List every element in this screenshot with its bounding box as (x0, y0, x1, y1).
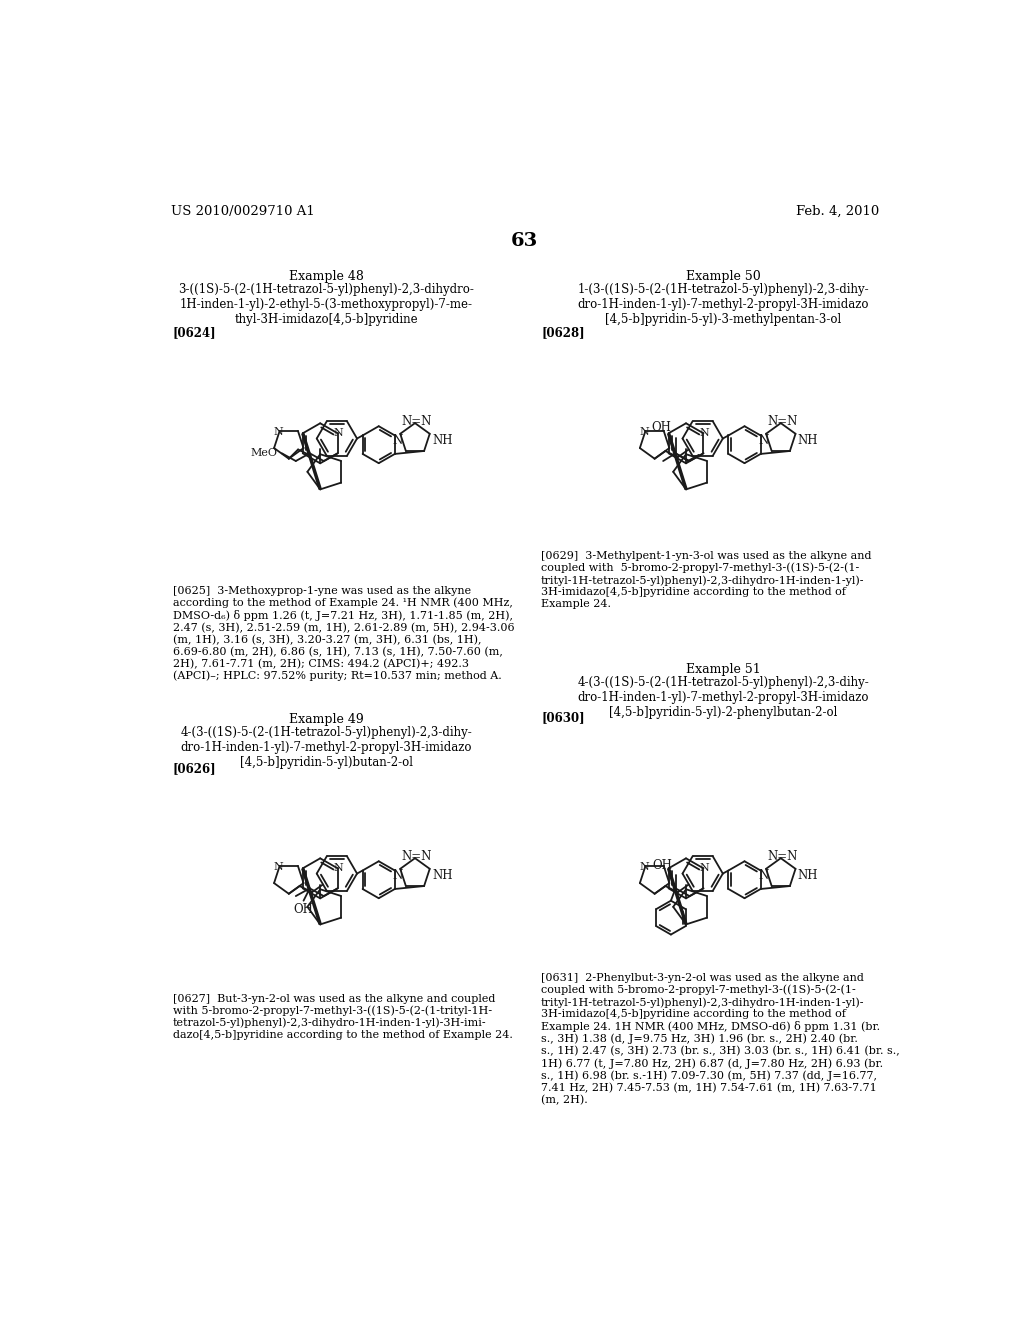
Text: 1-(3-((1S)-5-(2-(1H-tetrazol-5-yl)phenyl)-2,3-dihy-
dro-1H-inden-1-yl)-7-methyl-: 1-(3-((1S)-5-(2-(1H-tetrazol-5-yl)phenyl… (578, 284, 869, 326)
Text: N=N: N=N (401, 414, 432, 428)
Text: [0627]  But-3-yn-2-ol was used as the alkyne and coupled
with 5-bromo-2-propyl-7: [0627] But-3-yn-2-ol was used as the alk… (173, 994, 513, 1040)
Text: Example 49: Example 49 (289, 713, 364, 726)
Text: [0626]: [0626] (173, 762, 216, 775)
Text: [0625]  3-Methoxyprop-1-yne was used as the alkyne
according to the method of Ex: [0625] 3-Methoxyprop-1-yne was used as t… (173, 586, 515, 681)
Text: OH: OH (652, 859, 673, 871)
Text: [0630]: [0630] (541, 711, 585, 725)
Text: N=N: N=N (767, 414, 798, 428)
Text: N: N (273, 862, 283, 873)
Text: Example 50: Example 50 (686, 271, 761, 282)
Text: Example 48: Example 48 (289, 271, 364, 282)
Text: 4-(3-((1S)-5-(2-(1H-tetrazol-5-yl)phenyl)-2,3-dihy-
dro-1H-inden-1-yl)-7-methyl-: 4-(3-((1S)-5-(2-(1H-tetrazol-5-yl)phenyl… (578, 676, 869, 719)
Text: Feb. 4, 2010: Feb. 4, 2010 (797, 205, 880, 218)
Text: [0629]  3-Methylpent-1-yn-3-ol was used as the alkyne and
coupled with  5-bromo-: [0629] 3-Methylpent-1-yn-3-ol was used a… (541, 552, 871, 609)
Text: N: N (639, 428, 649, 437)
Text: N: N (759, 433, 769, 446)
Text: US 2010/0029710 A1: US 2010/0029710 A1 (171, 205, 314, 218)
Text: MeO: MeO (250, 449, 278, 458)
Text: [0624]: [0624] (173, 326, 216, 339)
Text: N: N (334, 428, 343, 438)
Text: 3-((1S)-5-(2-(1H-tetrazol-5-yl)phenyl)-2,3-dihydro-
1H-inden-1-yl)-2-ethyl-5-(3-: 3-((1S)-5-(2-(1H-tetrazol-5-yl)phenyl)-2… (178, 284, 474, 326)
Text: 4-(3-((1S)-5-(2-(1H-tetrazol-5-yl)phenyl)-2,3-dihy-
dro-1H-inden-1-yl)-7-methyl-: 4-(3-((1S)-5-(2-(1H-tetrazol-5-yl)phenyl… (180, 726, 472, 768)
Text: NH: NH (798, 433, 818, 446)
Text: N: N (393, 433, 403, 446)
Text: N: N (273, 428, 283, 437)
Text: N=N: N=N (401, 850, 432, 863)
Text: N: N (639, 862, 649, 873)
Text: N: N (393, 869, 403, 882)
Text: [0631]  2-Phenylbut-3-yn-2-ol was used as the alkyne and
coupled with 5-bromo-2-: [0631] 2-Phenylbut-3-yn-2-ol was used as… (541, 973, 900, 1105)
Text: NH: NH (432, 433, 453, 446)
Text: Example 51: Example 51 (686, 663, 761, 676)
Text: NH: NH (432, 869, 453, 882)
Text: N: N (699, 428, 709, 438)
Text: 63: 63 (511, 231, 539, 249)
Text: N: N (334, 863, 343, 874)
Text: [0628]: [0628] (541, 326, 585, 339)
Text: N: N (759, 869, 769, 882)
Text: NH: NH (798, 869, 818, 882)
Text: OH: OH (651, 421, 671, 434)
Text: OH: OH (294, 903, 313, 916)
Text: N: N (699, 863, 709, 874)
Text: N=N: N=N (767, 850, 798, 863)
